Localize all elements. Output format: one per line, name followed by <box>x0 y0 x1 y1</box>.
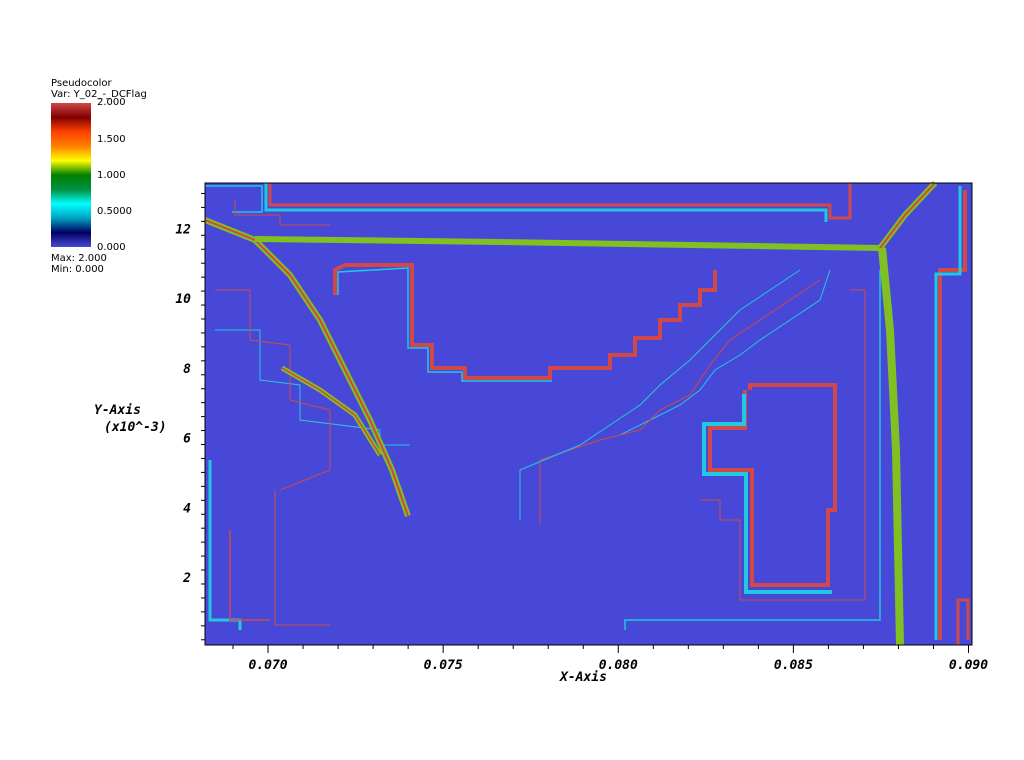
y-tick-label: 6 <box>183 432 191 447</box>
field-background <box>205 183 972 645</box>
contour-band <box>708 383 837 587</box>
front-curve <box>878 247 904 646</box>
legend-plot-type: Pseudocolor <box>51 78 112 89</box>
colorbar-tick-label: 0.000 <box>97 242 126 253</box>
y-axis-title: Y-Axis <box>94 403 141 418</box>
contour-band <box>938 190 967 640</box>
colorbar-tick-label: 1.000 <box>97 170 126 181</box>
contour-line <box>519 269 801 520</box>
contour-band <box>934 186 962 640</box>
colorbar-tick-label: 1.500 <box>97 134 126 145</box>
front-curve-core <box>879 182 936 249</box>
contour-line <box>619 269 831 436</box>
colorbar <box>51 103 91 247</box>
field-features <box>203 180 970 646</box>
legend-max: Max: 2.000 <box>51 253 107 264</box>
contour-band <box>956 598 970 645</box>
contour-band <box>702 394 832 594</box>
contour-line <box>229 530 270 621</box>
x-tick-label: 0.075 <box>424 658 463 673</box>
contour-band <box>268 183 852 220</box>
y-tick-label: 12 <box>175 222 191 237</box>
contour-line <box>700 289 866 601</box>
x-tick-label: 0.085 <box>774 658 813 673</box>
contour-line <box>539 279 821 525</box>
front-curve-core <box>281 367 381 456</box>
front-curve-core <box>204 219 409 517</box>
y-tick-label: 4 <box>183 501 191 516</box>
contour-line <box>205 185 263 213</box>
colorbar-tick-label: 0.5000 <box>97 206 132 217</box>
contour-line <box>337 267 552 382</box>
x-axis-title: X-Axis <box>560 670 607 685</box>
contour-band <box>264 183 828 222</box>
colorbar-tick-label: 2.000 <box>97 97 126 108</box>
y-tick-label: 2 <box>182 571 191 586</box>
y-tick-label: 10 <box>175 292 191 307</box>
contour-band <box>208 460 242 630</box>
contour-line <box>624 270 881 630</box>
contour-band <box>333 263 717 380</box>
legend-min: Min: 0.000 <box>51 264 104 275</box>
front-curve <box>254 236 881 251</box>
y-tick-label: 8 <box>183 362 191 377</box>
contour-line <box>234 200 330 226</box>
legend-variable: Var: Y_02_-_DCFlag <box>51 89 147 100</box>
x-tick-label: 0.080 <box>599 658 638 673</box>
x-tick-label: 0.090 <box>949 658 988 673</box>
contour-line <box>274 490 330 626</box>
x-tick-label: 0.070 <box>248 658 287 673</box>
y-axis-scale: (x10^-3) <box>104 420 167 435</box>
plot-frame <box>204 182 973 646</box>
